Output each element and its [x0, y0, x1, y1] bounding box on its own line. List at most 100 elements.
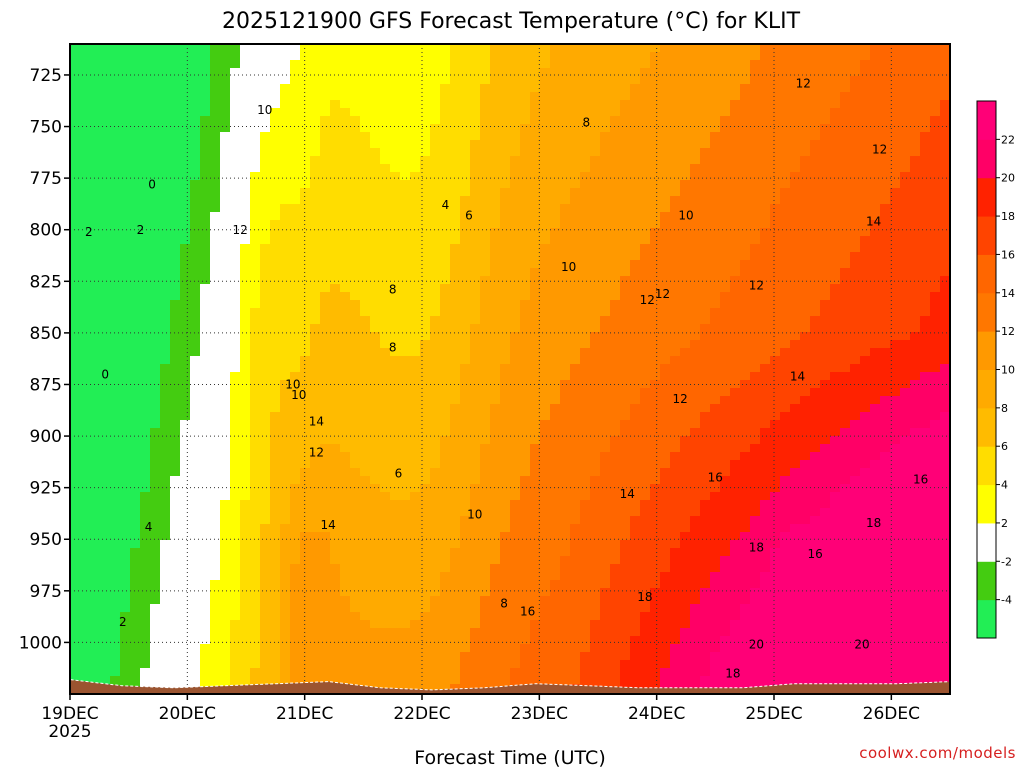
temperature-cell [80, 44, 91, 53]
temperature-cell [360, 508, 371, 517]
temperature-cell [600, 460, 611, 469]
temperature-cell [90, 44, 101, 53]
temperature-cell [70, 108, 81, 117]
temperature-cell [190, 164, 201, 173]
temperature-cell [500, 396, 511, 405]
temperature-cell [510, 612, 521, 621]
temperature-cell [410, 548, 421, 557]
temperature-cell [550, 156, 561, 165]
temperature-cell [490, 564, 501, 573]
temperature-cell [130, 548, 141, 557]
temperature-cell [410, 260, 421, 269]
temperature-cell [70, 156, 81, 165]
temperature-cell [80, 268, 91, 277]
temperature-cell [340, 268, 351, 277]
temperature-cell [300, 652, 311, 661]
temperature-cell [430, 340, 441, 349]
temperature-cell [660, 220, 671, 229]
temperature-cell [300, 372, 311, 381]
temperature-cell [590, 468, 601, 477]
temperature-cell [100, 380, 111, 389]
temperature-cell [430, 572, 441, 581]
temperature-cell [260, 228, 271, 237]
temperature-cell [280, 220, 291, 229]
temperature-cell [670, 332, 681, 341]
temperature-cell [300, 244, 311, 253]
temperature-cell [390, 44, 401, 53]
temperature-cell [630, 524, 641, 533]
temperature-cell [670, 564, 681, 573]
temperature-cell [260, 204, 271, 213]
temperature-cell [340, 108, 351, 117]
temperature-cell [290, 356, 301, 365]
temperature-cell [580, 636, 591, 645]
temperature-cell [140, 124, 151, 133]
temperature-cell [340, 516, 351, 525]
temperature-cell [560, 332, 571, 341]
temperature-cell [380, 476, 391, 485]
temperature-cell [370, 100, 381, 109]
temperature-cell [360, 564, 371, 573]
temperature-cell [70, 588, 81, 597]
temperature-cell [530, 676, 541, 685]
temperature-cell [420, 396, 431, 405]
temperature-cell [340, 444, 351, 453]
temperature-cell [310, 204, 321, 213]
temperature-cell [70, 236, 81, 245]
temperature-cell [410, 92, 421, 101]
temperature-cell [70, 548, 81, 557]
temperature-cell [590, 340, 601, 349]
temperature-cell [250, 148, 261, 157]
temperature-cell [130, 436, 141, 445]
temperature-cell [550, 52, 561, 61]
temperature-cell [590, 540, 601, 549]
temperature-cell [470, 428, 481, 437]
temperature-cell [460, 524, 471, 533]
temperature-cell [630, 220, 641, 229]
temperature-cell [160, 364, 171, 373]
temperature-cell [200, 212, 211, 221]
temperature-cell [590, 580, 601, 589]
temperature-cell [200, 372, 211, 381]
temperature-cell [320, 476, 331, 485]
temperature-cell [230, 548, 241, 557]
temperature-cell [580, 492, 591, 501]
temperature-cell [520, 396, 531, 405]
temperature-cell [90, 244, 101, 253]
temperature-cell [300, 348, 311, 357]
temperature-cell [500, 100, 511, 109]
temperature-cell [300, 492, 311, 501]
temperature-cell [320, 164, 331, 173]
temperature-cell [280, 164, 291, 173]
temperature-cell [310, 284, 321, 293]
temperature-cell [90, 404, 101, 413]
temperature-cell [180, 140, 191, 149]
temperature-cell [410, 116, 421, 125]
temperature-cell [290, 100, 301, 109]
temperature-cell [410, 508, 421, 517]
temperature-cell [590, 668, 601, 677]
temperature-cell [120, 100, 131, 109]
temperature-cell [620, 556, 631, 565]
temperature-cell [550, 452, 561, 461]
temperature-cell [170, 204, 181, 213]
temperature-cell [370, 220, 381, 229]
temperature-cell [390, 92, 401, 101]
temperature-cell [260, 676, 271, 685]
temperature-cell [190, 652, 201, 661]
temperature-cell [540, 556, 551, 565]
temperature-cell [70, 348, 81, 357]
temperature-cell [470, 164, 481, 173]
temperature-cell [610, 356, 621, 365]
temperature-cell [640, 420, 651, 429]
temperature-cell [450, 164, 461, 173]
temperature-cell [420, 212, 431, 221]
temperature-cell [610, 84, 621, 93]
temperature-cell [270, 44, 281, 53]
temperature-cell [450, 260, 461, 269]
temperature-cell [670, 108, 681, 117]
temperature-cell [90, 412, 101, 421]
temperature-cell [660, 540, 671, 549]
temperature-cell [240, 380, 251, 389]
temperature-cell [440, 316, 451, 325]
